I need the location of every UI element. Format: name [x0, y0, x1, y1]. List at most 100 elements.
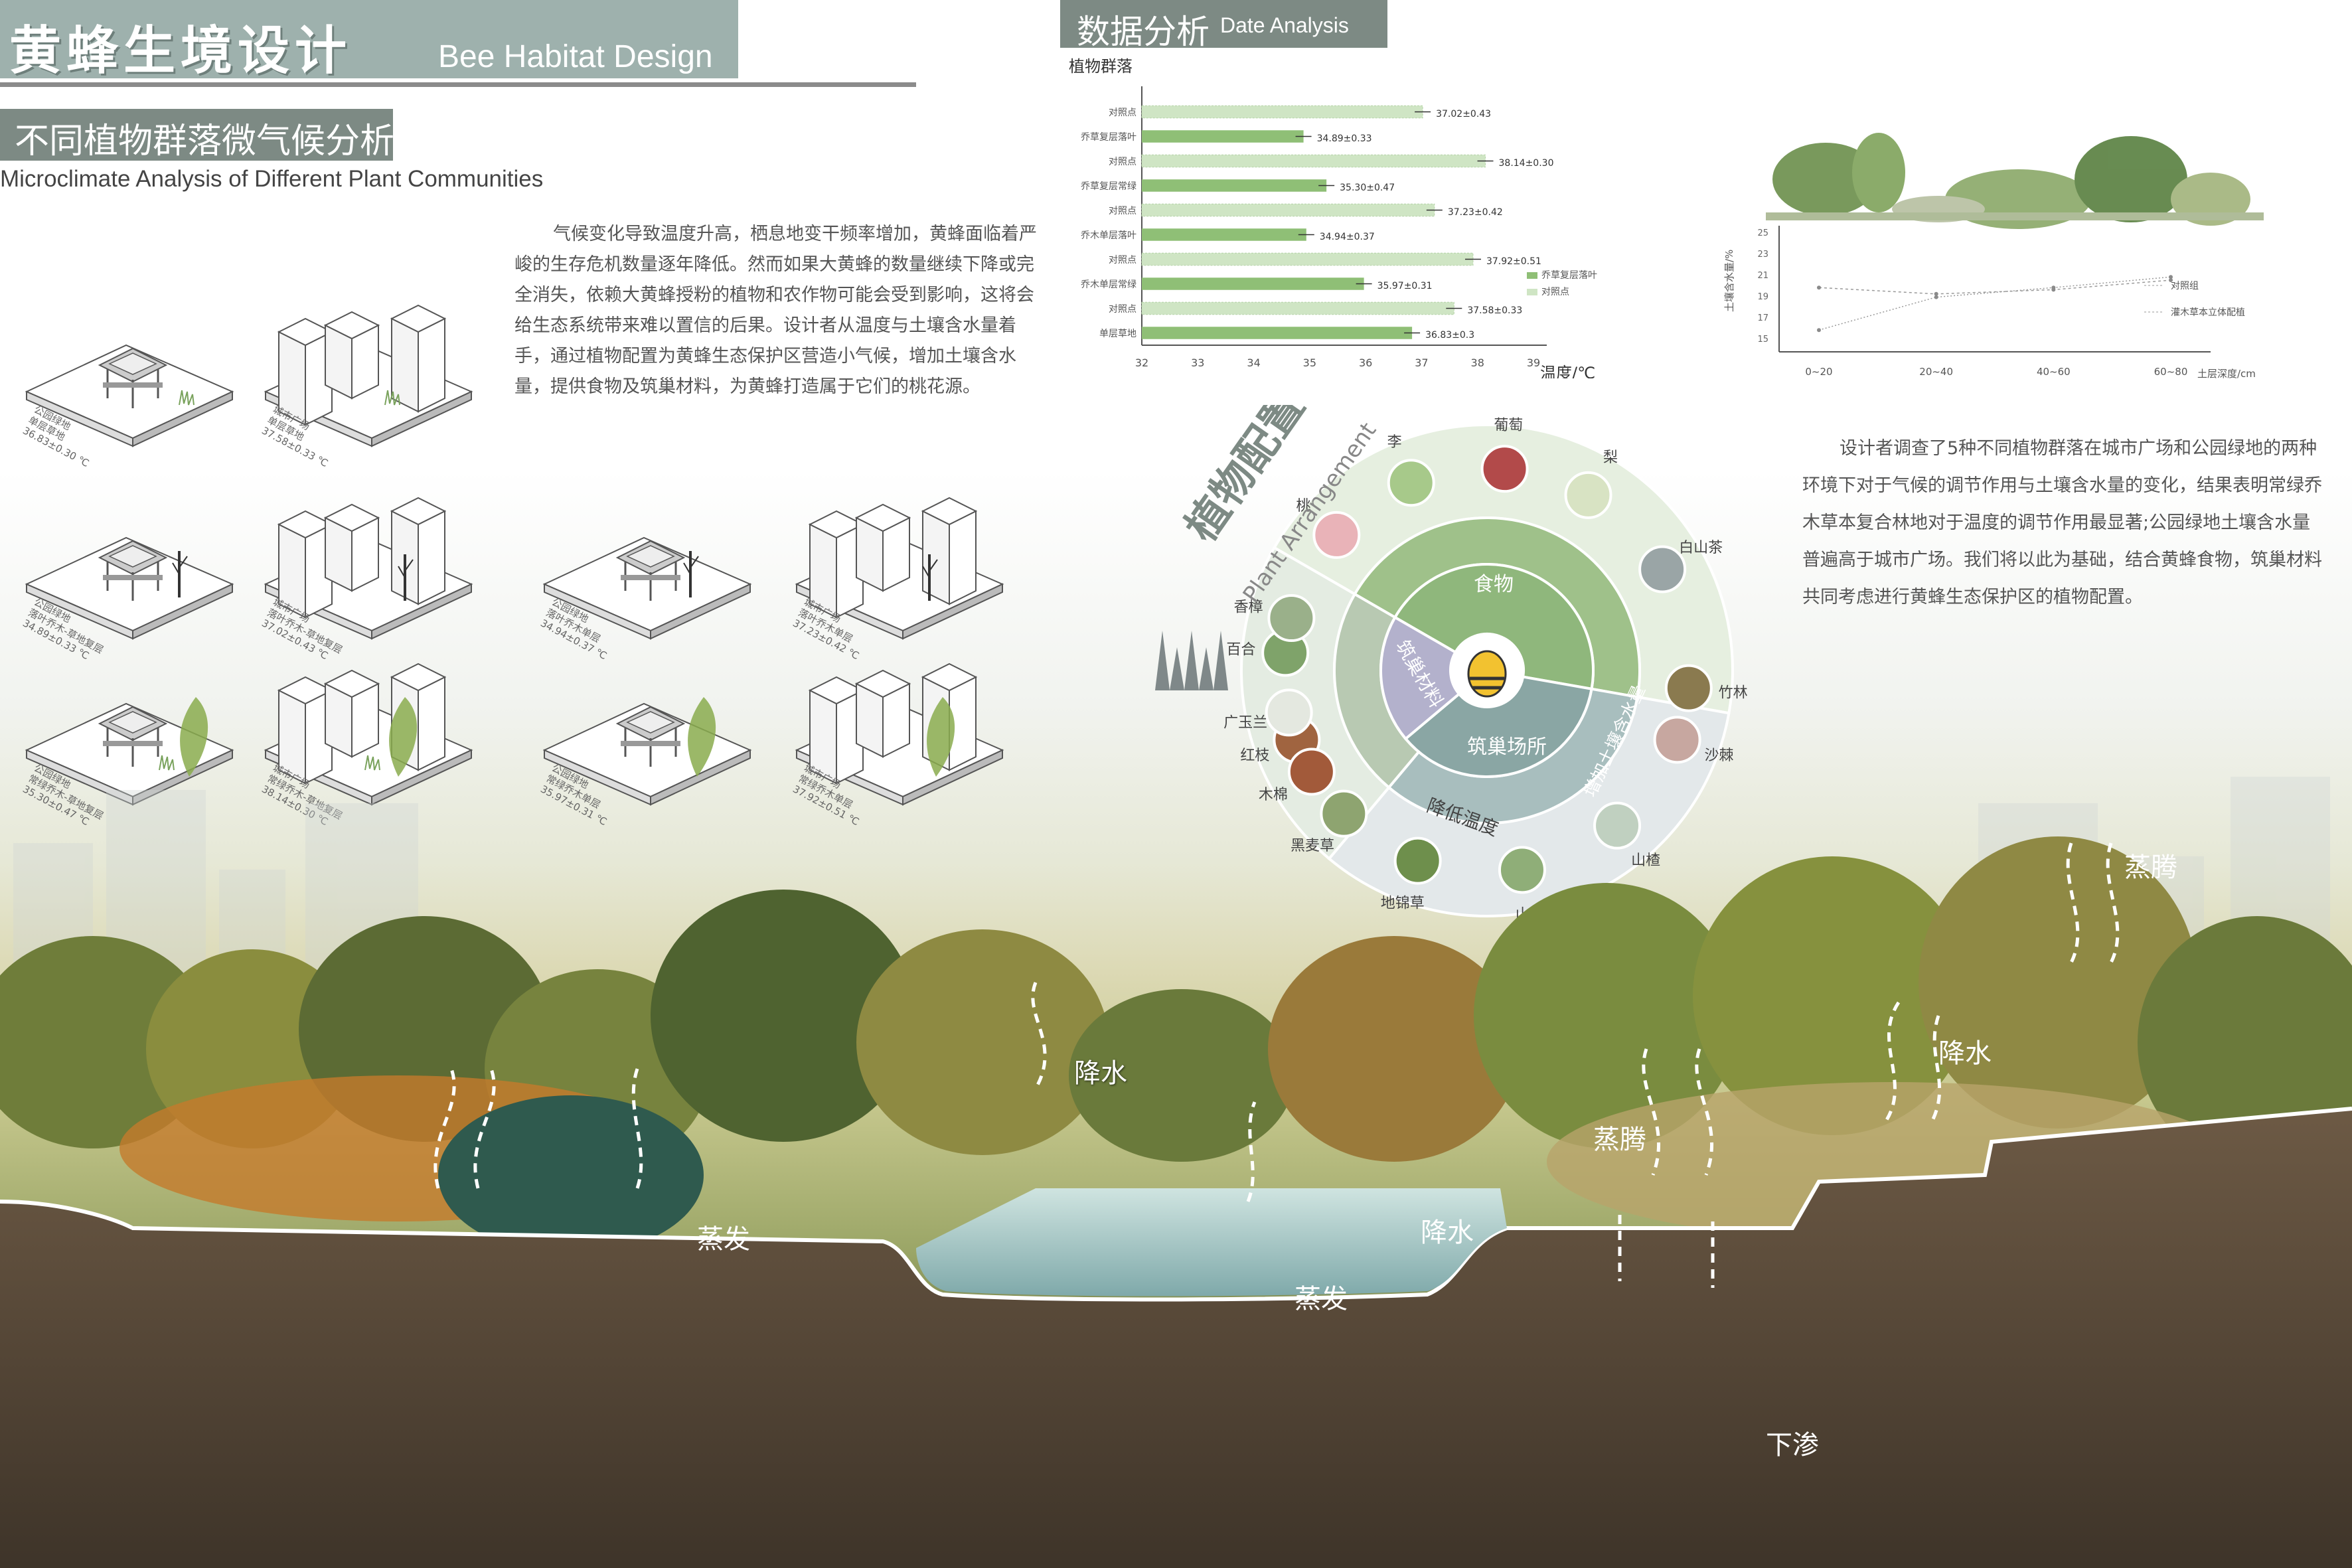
x-tick-label: 32: [1135, 356, 1148, 369]
x-tick-label: 37: [1415, 356, 1428, 369]
data-section-title: 数据分析: [1077, 13, 1210, 51]
plant-label: 葡萄: [1494, 417, 1523, 433]
sector-label-food: 食物: [1474, 573, 1514, 596]
y-tick-label: 单层草地: [1099, 329, 1137, 339]
plant-photo-icon: [1593, 801, 1642, 850]
subtitle-band: [0, 109, 393, 161]
y-tick-label: 对照点: [1109, 206, 1137, 216]
plant-photo-icon: [1480, 445, 1529, 493]
label-rain: 降水: [1074, 1058, 1127, 1089]
y-tick-label: 乔草复层落叶: [1081, 131, 1137, 143]
data-label: 34.94±0.37: [1320, 232, 1375, 242]
bamboo-silhouette: [1214, 631, 1228, 690]
plant-photo-icon: [1387, 459, 1435, 507]
intro-paragraph: 气候变化导致温度升高，栖息地变干频率增加，黄蜂面临着严峻的生存危机数量逐年降低。…: [514, 224, 1037, 397]
x-axis-title: 土层深度/cm: [2197, 368, 2256, 380]
plant-photo-icon: [1638, 545, 1687, 593]
plant-label: 地锦草: [1381, 896, 1425, 912]
ground-line: [0, 1107, 2352, 1302]
section-title: 不同植物群落微气候分析: [15, 121, 395, 161]
y-axis-title: 植物群落: [1069, 57, 1133, 76]
page-title-en: Bee Habitat Design: [438, 39, 713, 74]
x-tick-label: 36: [1359, 356, 1372, 369]
y-tick-label: 23: [1757, 250, 1768, 260]
plant-photo-icon: [1312, 510, 1361, 559]
legend-label: 乔草复层落叶: [1541, 270, 1597, 281]
x-tick-label: 60~80: [2154, 366, 2188, 378]
plant-label: 百合: [1226, 642, 1255, 659]
data-point: [2169, 275, 2173, 279]
data-label: 34.89±0.33: [1317, 133, 1372, 144]
plant-label: 红枝: [1240, 747, 1269, 764]
plant-label: 山楂: [1631, 852, 1660, 869]
y-tick-label: 乔木单层落叶: [1081, 230, 1137, 241]
soil-moisture-line-chart: 15 17 19 21 23 25 0~20 20~40 40~60 60~80 土壤含水量/% 土层…: [1723, 133, 2264, 380]
legend-label: 对照点: [1541, 287, 1569, 297]
plant-arrangement-wheel: 食物筑巢材料筑巢场所增加土壤含水量降低温度桃李葡萄梨白山茶竹林红枝百合沙棘山楂山…: [1155, 405, 1748, 923]
plant-label: 黑麦草: [1291, 838, 1334, 854]
bar: [1141, 105, 1423, 119]
plant-label: 梨: [1603, 449, 1618, 466]
plant-label: 竹林: [1719, 684, 1748, 701]
plant-photo-icon: [1393, 836, 1442, 885]
series-line: [1818, 279, 2171, 295]
x-tick-label: 20~40: [1919, 366, 1953, 378]
data-point: [1817, 285, 1821, 290]
sector-label-site: 筑巢场所: [1467, 736, 1547, 759]
label-transpiration: 蒸腾: [1593, 1125, 1646, 1155]
data-label: 37.92±0.51: [1486, 256, 1541, 267]
x-tick-label: 0~20: [1805, 366, 1832, 378]
data-point: [1934, 291, 1938, 296]
legend-label: 对照组: [2171, 281, 2199, 291]
bar: [1141, 301, 1454, 315]
legend-swatch: [1527, 289, 1537, 295]
bar: [1141, 154, 1486, 168]
y-tick-label: 19: [1757, 292, 1768, 302]
x-tick-label: 38: [1471, 356, 1484, 369]
plant-label: 桃: [1296, 498, 1311, 514]
plant-label: 香樟: [1234, 599, 1263, 616]
analysis-paragraph: 设计者调查了5种不同植物群落在城市广场和公园绿地的两种环境下对于气候的调节作用与…: [1802, 438, 2322, 607]
flow-arrows: [433, 842, 2120, 1288]
legend-label: 灌木草本立体配植: [2171, 307, 2245, 318]
section-title-en: Microclimate Analysis of Different Plant…: [0, 166, 544, 192]
bar: [1141, 203, 1435, 217]
plant-label: 李: [1387, 434, 1402, 451]
bamboo-silhouette: [1184, 631, 1199, 690]
bamboo-silhouette: [1199, 647, 1214, 690]
series-line: [1818, 276, 2171, 331]
y-tick-label: 乔木单层常绿: [1081, 279, 1137, 290]
y-tick-label: 21: [1757, 271, 1768, 281]
bar: [1142, 228, 1306, 241]
title-band: [0, 0, 738, 78]
y-axis-title: 土壤含水量/%: [1723, 250, 1735, 312]
bar: [1142, 327, 1413, 339]
label-transpiration: 蒸腾: [2124, 852, 2177, 883]
title-divider: [0, 82, 916, 87]
y-tick-label: 15: [1757, 335, 1768, 345]
data-label: 36.83±0.3: [1425, 330, 1474, 341]
plant-label: 木棉: [1259, 787, 1288, 803]
data-label: 37.23±0.42: [1448, 207, 1503, 218]
label-evaporation: 蒸发: [697, 1224, 750, 1255]
data-title-band: [1060, 0, 1387, 48]
x-tick-label: 35: [1303, 356, 1316, 369]
plant-photo-icon: [1564, 471, 1612, 519]
isometric-diagrams: 公园绿地 单层草地 36.83±0.30 ℃ 城市广场 单层草地 37.58±0…: [21, 305, 1003, 828]
label-evaporation: 蒸发: [1294, 1284, 1348, 1314]
soil-section: [0, 1109, 2352, 1568]
data-point: [2169, 278, 2173, 282]
y-tick-label: 对照点: [1109, 304, 1137, 315]
plant-photo-icon: [1320, 789, 1368, 838]
y-tick-label: 对照点: [1109, 255, 1137, 266]
x-tick-label: 40~60: [2037, 366, 2071, 378]
y-tick-label: 17: [1757, 313, 1768, 323]
vegetation-silhouette: [1766, 133, 2264, 229]
bee-icon: [1467, 650, 1507, 698]
y-tick-label: 对照点: [1109, 157, 1137, 167]
plant-photo-icon: [1664, 664, 1713, 712]
bar: [1142, 277, 1364, 290]
plant-photo-icon: [1265, 688, 1313, 737]
label-seepage: 下渗: [1766, 1430, 1819, 1460]
bar: [1142, 130, 1304, 143]
